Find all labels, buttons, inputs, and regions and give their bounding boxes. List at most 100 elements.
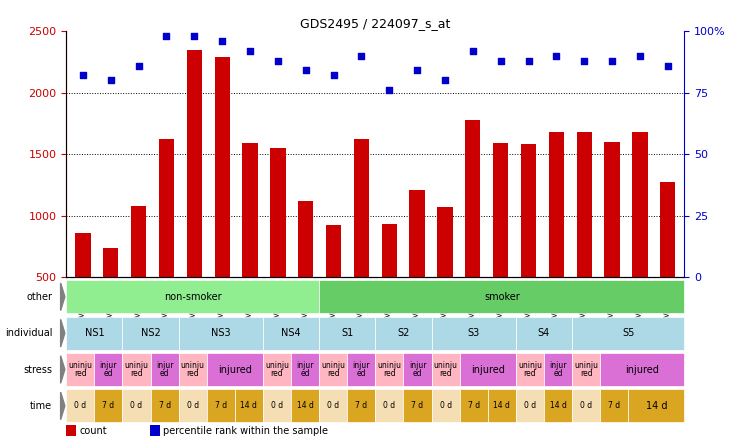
Polygon shape bbox=[60, 319, 65, 347]
Title: GDS2495 / 224097_s_at: GDS2495 / 224097_s_at bbox=[300, 17, 450, 30]
Bar bbox=[151, 389, 179, 423]
Bar bbox=[431, 389, 460, 423]
Bar bbox=[375, 317, 431, 350]
Text: uninju
red: uninju red bbox=[321, 361, 345, 378]
Bar bbox=[66, 317, 122, 350]
Text: 7 d: 7 d bbox=[355, 401, 367, 410]
Bar bbox=[270, 148, 286, 277]
Bar bbox=[319, 317, 375, 350]
Point bbox=[495, 57, 506, 64]
Bar bbox=[431, 353, 460, 386]
Bar bbox=[94, 353, 122, 386]
Polygon shape bbox=[60, 392, 65, 420]
Bar bbox=[150, 425, 160, 436]
Text: injur
ed: injur ed bbox=[408, 361, 426, 378]
Text: 14 d: 14 d bbox=[493, 401, 510, 410]
Text: 7 d: 7 d bbox=[411, 401, 424, 410]
Text: injur
ed: injur ed bbox=[99, 361, 117, 378]
Text: other: other bbox=[26, 292, 52, 302]
Bar bbox=[159, 139, 174, 277]
Text: 7 d: 7 d bbox=[158, 401, 171, 410]
Bar bbox=[572, 389, 600, 423]
Bar bbox=[437, 207, 453, 277]
Text: uninju
red: uninju red bbox=[518, 361, 542, 378]
Point bbox=[160, 32, 172, 40]
Bar bbox=[431, 317, 516, 350]
Bar bbox=[122, 317, 179, 350]
Text: injur
ed: injur ed bbox=[353, 361, 370, 378]
Bar bbox=[632, 132, 648, 277]
Text: 7 d: 7 d bbox=[608, 401, 620, 410]
Text: 14 d: 14 d bbox=[297, 401, 314, 410]
Bar bbox=[347, 353, 375, 386]
Point bbox=[300, 67, 311, 74]
Point bbox=[105, 77, 117, 84]
Bar bbox=[493, 143, 509, 277]
Bar bbox=[629, 389, 684, 423]
Text: NS1: NS1 bbox=[85, 328, 105, 338]
Point bbox=[662, 62, 673, 69]
Bar bbox=[347, 389, 375, 423]
Bar bbox=[516, 389, 544, 423]
Bar bbox=[572, 317, 684, 350]
Bar bbox=[549, 132, 564, 277]
Text: 0 d: 0 d bbox=[439, 401, 452, 410]
Point bbox=[328, 72, 339, 79]
Text: count: count bbox=[79, 426, 107, 436]
Point bbox=[188, 32, 200, 40]
Bar bbox=[521, 144, 537, 277]
Text: NS2: NS2 bbox=[141, 328, 160, 338]
Bar bbox=[354, 139, 369, 277]
Bar bbox=[151, 353, 179, 386]
Point bbox=[244, 47, 256, 54]
Polygon shape bbox=[60, 356, 65, 383]
Bar bbox=[516, 353, 544, 386]
Bar bbox=[604, 142, 620, 277]
Text: uninju
red: uninju red bbox=[265, 361, 289, 378]
Bar bbox=[544, 353, 572, 386]
Bar bbox=[263, 317, 319, 350]
Text: injur
ed: injur ed bbox=[156, 361, 174, 378]
Bar bbox=[179, 353, 207, 386]
Bar bbox=[600, 389, 629, 423]
Text: uninju
red: uninju red bbox=[68, 361, 92, 378]
Bar bbox=[375, 353, 403, 386]
Text: injured: injured bbox=[471, 365, 505, 374]
Polygon shape bbox=[60, 283, 65, 311]
Bar bbox=[403, 389, 431, 423]
Bar bbox=[122, 353, 151, 386]
Bar bbox=[187, 50, 202, 277]
Point bbox=[578, 57, 590, 64]
Text: S3: S3 bbox=[467, 328, 480, 338]
Bar bbox=[235, 389, 263, 423]
Point bbox=[216, 37, 228, 44]
Text: 7 d: 7 d bbox=[215, 401, 227, 410]
Bar bbox=[179, 389, 207, 423]
Text: 0 d: 0 d bbox=[524, 401, 536, 410]
Text: S5: S5 bbox=[622, 328, 634, 338]
Point bbox=[77, 72, 89, 79]
Bar bbox=[131, 206, 146, 277]
Point bbox=[523, 57, 534, 64]
Bar bbox=[291, 353, 319, 386]
Bar bbox=[319, 353, 347, 386]
Bar bbox=[460, 389, 488, 423]
Text: 7 d: 7 d bbox=[467, 401, 480, 410]
Text: uninju
red: uninju red bbox=[574, 361, 598, 378]
Bar bbox=[382, 224, 397, 277]
Text: 7 d: 7 d bbox=[102, 401, 115, 410]
Bar bbox=[214, 57, 230, 277]
Bar bbox=[94, 389, 122, 423]
Text: 0 d: 0 d bbox=[74, 401, 86, 410]
Point bbox=[606, 57, 618, 64]
Bar bbox=[319, 389, 347, 423]
Point bbox=[383, 87, 395, 94]
Bar bbox=[544, 389, 572, 423]
Bar bbox=[326, 226, 342, 277]
Bar bbox=[66, 389, 94, 423]
Text: 0 d: 0 d bbox=[383, 401, 395, 410]
Bar bbox=[660, 182, 676, 277]
Text: time: time bbox=[30, 401, 52, 411]
Point bbox=[634, 52, 645, 59]
Text: 0 d: 0 d bbox=[580, 401, 592, 410]
